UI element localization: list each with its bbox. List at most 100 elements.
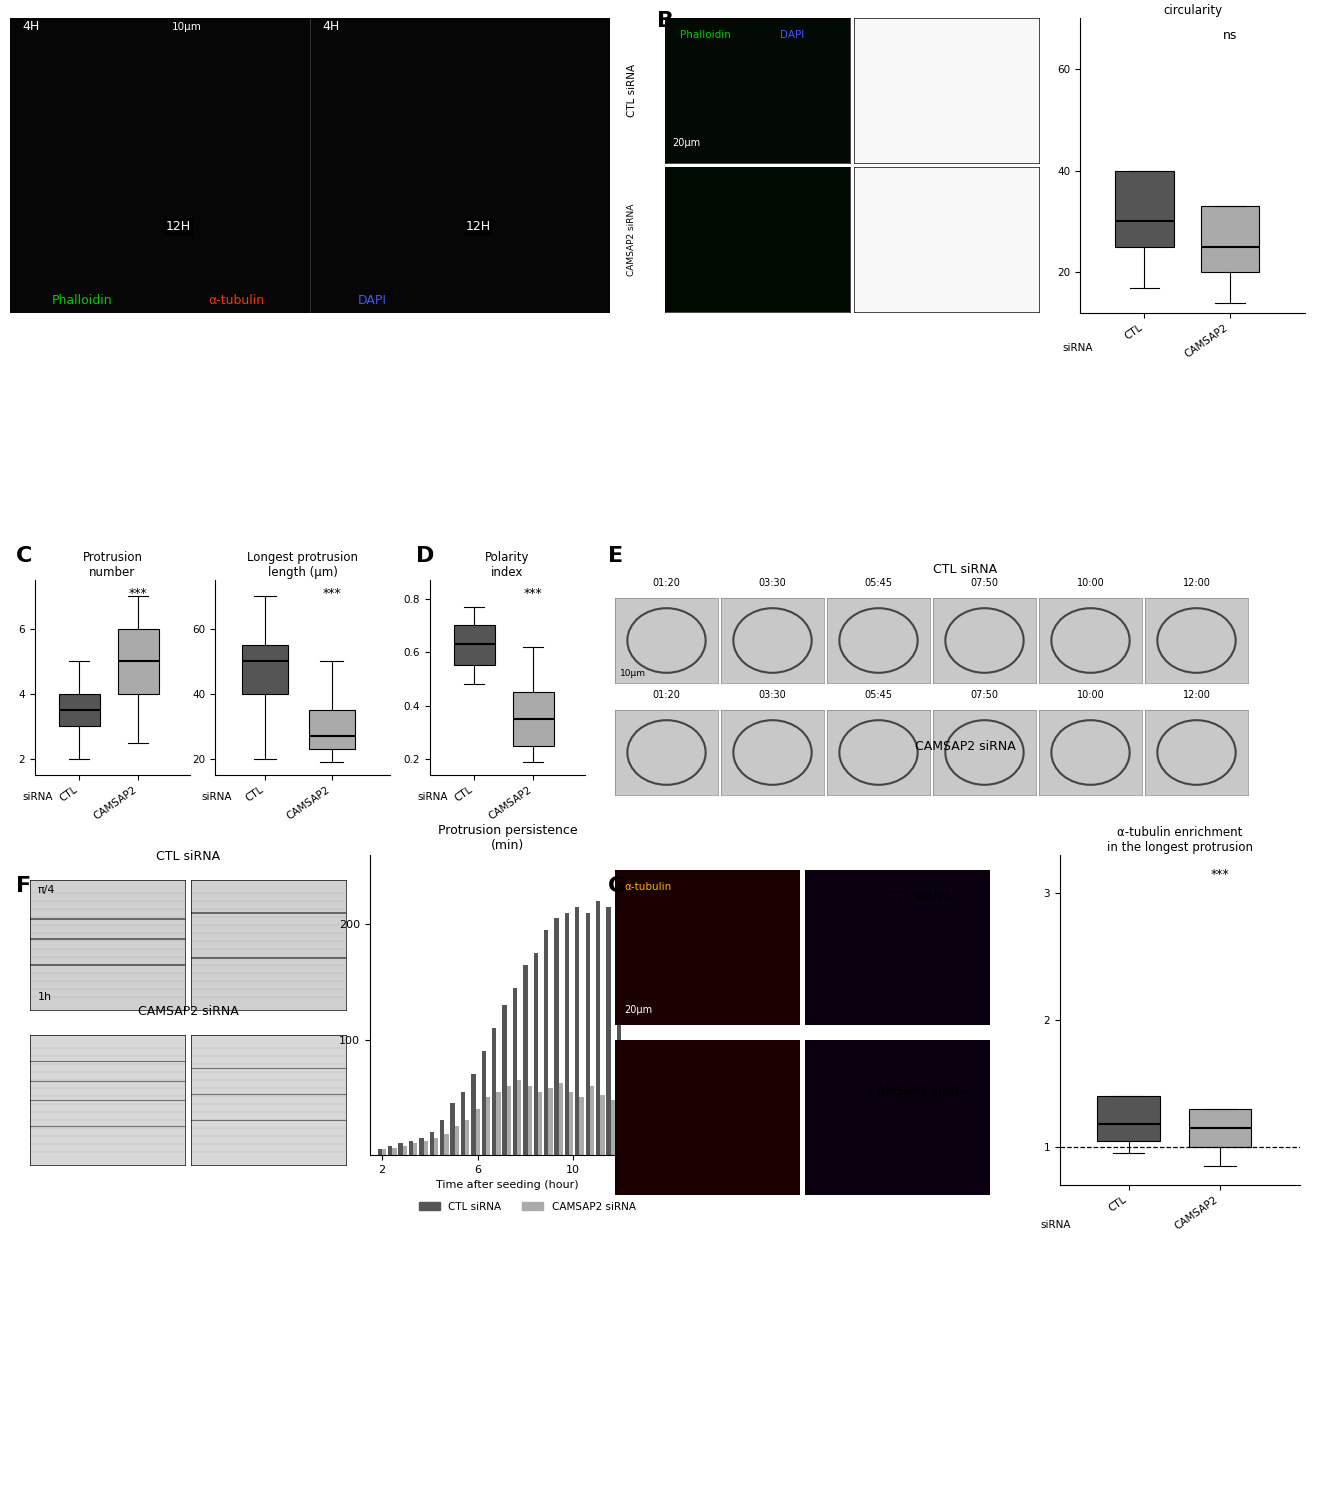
Bar <box>461 1092 465 1155</box>
Text: π/4: π/4 <box>38 885 56 896</box>
X-axis label: Time after seeding (hour): Time after seeding (hour) <box>436 1180 579 1191</box>
Bar <box>617 878 621 1155</box>
Bar <box>398 1143 403 1155</box>
Bar <box>440 1120 444 1155</box>
Bar <box>586 912 590 1155</box>
Text: 05:45: 05:45 <box>865 578 892 588</box>
Title: Polarity
index: Polarity index <box>485 550 530 579</box>
Text: 1h: 1h <box>38 992 52 1002</box>
Bar <box>611 1100 615 1155</box>
Bar <box>524 964 527 1155</box>
Bar <box>455 1126 459 1155</box>
Bar <box>575 908 579 1155</box>
Text: B: B <box>657 10 674 32</box>
PathPatch shape <box>59 694 99 726</box>
Bar <box>382 1149 386 1155</box>
Text: 03:30: 03:30 <box>759 690 787 700</box>
Text: 12H: 12H <box>167 220 192 234</box>
Bar <box>506 1086 512 1155</box>
Title: Longest protrusion
length (μm): Longest protrusion length (μm) <box>247 550 358 579</box>
Bar <box>414 1143 418 1155</box>
PathPatch shape <box>1200 206 1260 273</box>
Bar <box>568 1092 574 1155</box>
Bar <box>554 918 559 1155</box>
Text: 07:50: 07:50 <box>970 690 998 700</box>
Text: 12:00: 12:00 <box>1183 578 1211 588</box>
Title: Protrusion
number: Protrusion number <box>82 550 143 579</box>
Bar <box>408 1142 414 1155</box>
Text: siRNA: siRNA <box>1040 1220 1071 1230</box>
Bar <box>486 1098 490 1155</box>
Bar <box>389 1146 393 1155</box>
PathPatch shape <box>309 710 354 748</box>
Text: 20μm: 20μm <box>624 1005 652 1014</box>
Bar <box>393 1148 397 1155</box>
Bar <box>451 1102 455 1155</box>
Bar <box>492 1028 496 1155</box>
Bar <box>481 1052 486 1155</box>
Bar <box>465 1120 469 1155</box>
Bar <box>579 1098 584 1155</box>
Bar <box>545 930 549 1155</box>
Text: 12H: 12H <box>465 220 492 234</box>
Bar <box>423 1142 428 1155</box>
PathPatch shape <box>118 628 159 694</box>
Bar <box>403 1146 407 1155</box>
Text: 10μm: 10μm <box>620 669 646 678</box>
PathPatch shape <box>1097 1096 1159 1140</box>
Text: CTL siRNA: CTL siRNA <box>887 890 951 903</box>
Bar <box>502 1005 506 1155</box>
Bar <box>564 912 568 1155</box>
Text: siRNA: siRNA <box>1062 344 1092 354</box>
Text: ***: *** <box>323 588 341 600</box>
Text: 10:00: 10:00 <box>1076 578 1104 588</box>
Text: ns: ns <box>1223 28 1237 42</box>
Title: Inverse of
circularity: Inverse of circularity <box>1163 0 1222 16</box>
Bar <box>621 1092 625 1155</box>
Bar <box>534 952 538 1155</box>
Bar <box>600 1095 604 1155</box>
Text: 07:50: 07:50 <box>970 578 998 588</box>
Bar <box>513 987 517 1155</box>
Bar <box>590 1086 594 1155</box>
Text: 4H: 4H <box>22 20 40 33</box>
Text: α-tubulin: α-tubulin <box>624 882 672 892</box>
Text: 10:00: 10:00 <box>1076 690 1104 700</box>
PathPatch shape <box>1114 171 1174 248</box>
Bar <box>517 1080 521 1155</box>
Text: CAMSAP2 siRNA: CAMSAP2 siRNA <box>627 204 636 276</box>
Text: ***: *** <box>1211 867 1229 880</box>
Bar <box>559 1083 563 1155</box>
Text: siRNA: siRNA <box>22 792 53 802</box>
Bar <box>444 1134 448 1155</box>
Text: G: G <box>608 876 627 897</box>
Text: 03:30: 03:30 <box>759 578 787 588</box>
Text: ***: *** <box>524 586 543 600</box>
Text: 01:20: 01:20 <box>653 578 681 588</box>
Text: DAPI: DAPI <box>780 30 804 39</box>
Bar <box>607 908 611 1155</box>
Bar <box>434 1137 439 1155</box>
Text: ***: *** <box>130 588 148 600</box>
Legend: CTL siRNA, CAMSAP2 siRNA: CTL siRNA, CAMSAP2 siRNA <box>415 1197 640 1216</box>
Text: siRNA: siRNA <box>418 792 448 802</box>
Text: 4H: 4H <box>323 20 340 33</box>
Title: Protrusion persistence
(min): Protrusion persistence (min) <box>438 825 578 852</box>
Text: C: C <box>16 546 32 567</box>
Text: D: D <box>416 546 435 567</box>
Text: F: F <box>16 876 30 897</box>
Bar <box>496 1092 501 1155</box>
Text: Phalloidin: Phalloidin <box>680 30 731 39</box>
Text: 12:00: 12:00 <box>1183 690 1211 700</box>
Text: CAMSAP2 siRNA: CAMSAP2 siRNA <box>915 740 1015 753</box>
Text: DAPI: DAPI <box>358 294 387 307</box>
Text: CAMSAP2 siRNA: CAMSAP2 siRNA <box>869 1084 969 1098</box>
Text: CTL siRNA: CTL siRNA <box>627 64 637 117</box>
Text: 01:20: 01:20 <box>653 690 681 700</box>
Bar <box>378 1149 382 1155</box>
Text: CTL siRNA: CTL siRNA <box>156 850 219 862</box>
Text: CTL siRNA: CTL siRNA <box>933 562 997 576</box>
PathPatch shape <box>513 692 554 746</box>
Bar <box>471 1074 476 1155</box>
Bar <box>538 1092 542 1155</box>
